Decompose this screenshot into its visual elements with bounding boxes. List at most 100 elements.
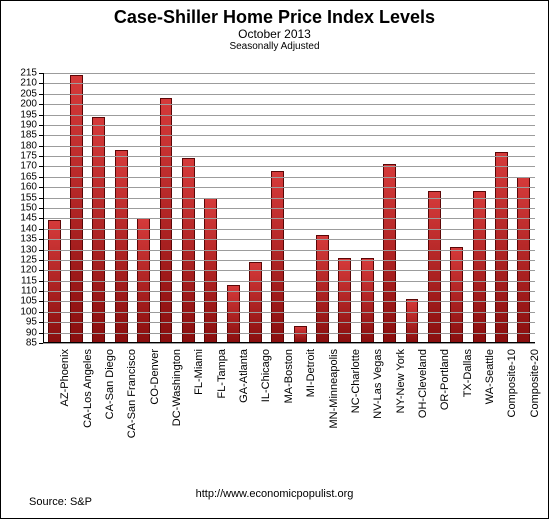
x-axis-label: CA-San Francisco <box>126 347 138 489</box>
y-axis-label: 135 <box>20 234 43 245</box>
x-axis-label: CA-Los Angeles <box>82 347 94 489</box>
y-axis-label: 120 <box>20 265 43 276</box>
bar-fill <box>450 247 463 343</box>
bar <box>473 191 486 343</box>
y-axis-label: 180 <box>20 140 43 151</box>
bar <box>249 262 262 343</box>
gridline <box>43 104 535 105</box>
y-axis-label: 175 <box>20 151 43 162</box>
gridline <box>43 250 535 251</box>
gridline <box>43 291 535 292</box>
gridline <box>43 343 535 344</box>
bar-fill <box>316 235 329 343</box>
gridline <box>43 73 535 74</box>
gridline <box>43 239 535 240</box>
bar <box>271 171 284 343</box>
x-axis-label: Composite-20 <box>529 347 541 489</box>
gridline <box>43 94 535 95</box>
y-axis-label: 200 <box>20 99 43 110</box>
x-axis-label: CO-Denver <box>149 347 161 489</box>
bar <box>428 191 441 343</box>
x-axis-label: MN-Minneapolis <box>328 347 340 489</box>
bar <box>115 150 128 343</box>
bar-fill <box>383 164 396 343</box>
x-axis-label: AZ-Phoenix <box>59 347 71 489</box>
bar-fill <box>428 191 441 343</box>
y-axis-label: 125 <box>20 254 43 265</box>
x-axis-label: IL-Chicago <box>260 347 272 489</box>
y-axis-label: 115 <box>21 275 43 286</box>
bar-fill <box>182 158 195 343</box>
y-axis-label: 185 <box>20 130 43 141</box>
source-label: Source: S&P <box>29 496 92 508</box>
x-axis-label: WA-Seattle <box>484 347 496 489</box>
x-axis-label: NY-New York <box>395 347 407 489</box>
y-axis-label: 215 <box>20 68 43 79</box>
y-axis-label: 110 <box>21 286 43 297</box>
gridline <box>43 281 535 282</box>
gridline <box>43 125 535 126</box>
bar-fill <box>495 152 508 343</box>
x-axis-label: CA-San Diego <box>104 347 116 489</box>
y-axis-label: 130 <box>20 244 43 255</box>
gridline <box>43 312 535 313</box>
bar-fill <box>92 117 105 343</box>
gridline <box>43 218 535 219</box>
gridline <box>43 187 535 188</box>
bar-fill <box>294 326 307 343</box>
gridline <box>43 301 535 302</box>
y-axis-label: 205 <box>20 88 43 99</box>
x-axis-line <box>43 342 535 343</box>
y-axis-label: 210 <box>20 78 43 89</box>
gridline <box>43 83 535 84</box>
chart-subtitle2: Seasonally Adjusted <box>1 41 548 53</box>
y-axis-label: 105 <box>20 296 43 307</box>
bar <box>406 299 419 343</box>
bar <box>495 152 508 343</box>
bar-fill <box>227 285 240 343</box>
x-axis-label: NC-Charlotte <box>350 347 362 489</box>
y-axis-label: 90 <box>26 327 43 338</box>
x-axis-label: OH-Cleveland <box>417 347 429 489</box>
bar-fill <box>271 171 284 343</box>
gridline <box>43 198 535 199</box>
chart-frame: Case-Shiller Home Price Index Levels Oct… <box>0 0 549 519</box>
y-axis-label: 140 <box>20 223 43 234</box>
gridline <box>43 177 535 178</box>
x-axis-label: FL-Tampa <box>216 347 228 489</box>
x-axis-label: MA-Boston <box>283 347 295 489</box>
gridline <box>43 229 535 230</box>
y-axis-label: 150 <box>20 203 43 214</box>
bar-fill <box>249 262 262 343</box>
bar-fill <box>473 191 486 343</box>
bar <box>227 285 240 343</box>
gridline <box>43 166 535 167</box>
y-axis-label: 190 <box>20 119 43 130</box>
bar <box>92 117 105 343</box>
gridline <box>43 146 535 147</box>
x-axis-label: NV-Las Vegas <box>372 347 384 489</box>
x-axis-label: TX-Dallas <box>462 347 474 489</box>
y-axis-label: 155 <box>20 192 43 203</box>
plot-area: 8590951001051101151201251301351401451501… <box>43 73 535 343</box>
bar <box>182 158 195 343</box>
bar-fill <box>406 299 419 343</box>
title-block: Case-Shiller Home Price Index Levels Oct… <box>1 1 548 53</box>
x-axis-label: GA-Atlanta <box>238 347 250 489</box>
y-axis-label: 165 <box>20 171 43 182</box>
bar <box>383 164 396 343</box>
y-axis-label: 145 <box>20 213 43 224</box>
x-axis-label: DC-Washington <box>171 347 183 489</box>
bar <box>316 235 329 343</box>
y-axis-label: 160 <box>20 182 43 193</box>
gridline <box>43 260 535 261</box>
bar <box>450 247 463 343</box>
bar-fill <box>115 150 128 343</box>
x-axis-label: FL-Miami <box>193 347 205 489</box>
gridline <box>43 156 535 157</box>
y-axis-label: 100 <box>20 306 43 317</box>
y-axis-line <box>43 73 44 343</box>
y-axis-label: 195 <box>20 109 43 120</box>
bar <box>294 326 307 343</box>
y-axis-label: 85 <box>26 338 43 349</box>
